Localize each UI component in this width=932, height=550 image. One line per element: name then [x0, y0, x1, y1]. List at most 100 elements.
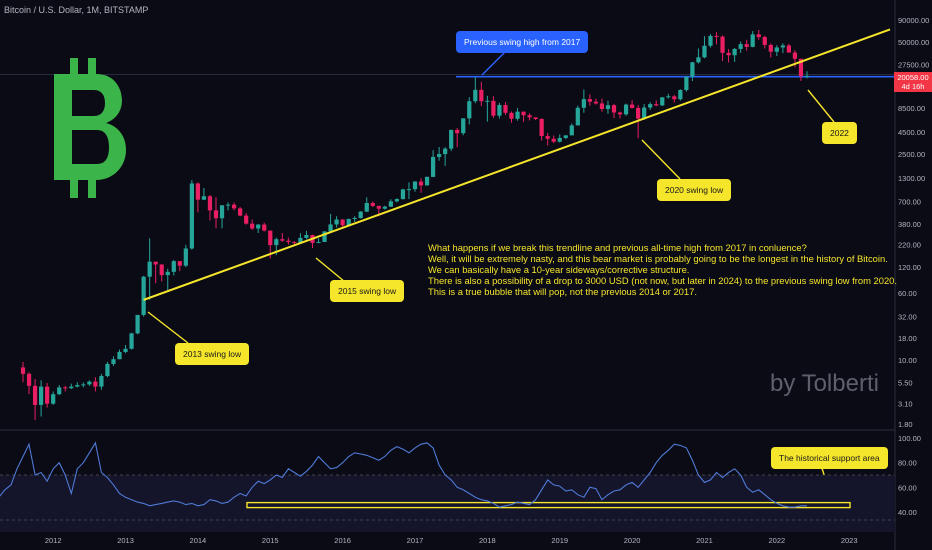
- trendline: [143, 28, 891, 301]
- candle-body: [617, 112, 623, 115]
- rsi-tick-label: 100.00: [898, 434, 921, 443]
- candle-body: [449, 129, 454, 149]
- x-tick-label: 2014: [190, 536, 207, 545]
- candle-body: [437, 154, 442, 157]
- y-tick-label: 120.00: [898, 263, 921, 272]
- candle-body: [792, 52, 798, 59]
- current-price-tag: 20058.00 4d 16h: [894, 72, 932, 92]
- x-tick-label: 2022: [768, 536, 785, 545]
- candle-body: [99, 376, 104, 387]
- candle-body: [768, 44, 773, 52]
- candle-body: [720, 36, 725, 53]
- candle-body: [774, 47, 779, 52]
- candle-body: [557, 137, 562, 142]
- candle-body: [87, 381, 92, 385]
- y-tick-label: 60.00: [898, 289, 917, 298]
- candle-body: [418, 181, 424, 186]
- candle-body: [370, 202, 375, 206]
- candle-body: [497, 104, 502, 116]
- callout-swing-2015: 2015 swing low: [330, 280, 405, 302]
- x-tick-label: 2016: [334, 536, 351, 545]
- candle-body: [443, 148, 448, 155]
- x-tick-label: 2021: [696, 536, 713, 545]
- note-line: Well, it will be extremely nasty, and th…: [428, 253, 888, 264]
- candle-body: [696, 57, 701, 63]
- candle-body: [756, 34, 761, 38]
- candle-body: [660, 97, 665, 106]
- callout-swing-2017: Previous swing high from 2017: [456, 31, 589, 53]
- candle-body: [135, 314, 140, 334]
- candle-body: [32, 385, 38, 405]
- y-tick-label: 700.00: [898, 197, 921, 206]
- callout-2022: 2022: [822, 122, 857, 144]
- candle-body: [256, 224, 261, 229]
- candle-body: [207, 196, 213, 211]
- candle-body: [171, 261, 176, 272]
- x-tick-label: 2017: [407, 536, 424, 545]
- rsi-line: [0, 441, 807, 508]
- candle-body: [515, 111, 520, 119]
- y-tick-label: 90000.00: [898, 16, 929, 25]
- candle-body: [654, 104, 659, 106]
- candle-body: [111, 359, 116, 364]
- x-tick-label: 2020: [624, 536, 641, 545]
- candle-body: [322, 231, 327, 242]
- candle-body: [195, 183, 201, 200]
- candle-body: [744, 44, 749, 47]
- candle-body: [117, 351, 122, 360]
- candle-body: [93, 381, 98, 387]
- candle-body: [286, 240, 291, 242]
- x-tick-label: 2023: [841, 536, 858, 545]
- candle-body: [636, 107, 641, 119]
- rsi-tick-label: 80.00: [898, 459, 917, 468]
- candle-body: [268, 230, 273, 246]
- candle-body: [147, 261, 152, 277]
- candle-body: [250, 223, 255, 229]
- candle-body: [400, 189, 406, 200]
- candle-body: [364, 202, 369, 212]
- y-tick-label: 18.00: [898, 334, 917, 343]
- candle-body: [75, 385, 80, 387]
- candle-body: [141, 276, 146, 315]
- candle-body: [714, 35, 719, 37]
- candle-body: [599, 103, 605, 109]
- y-tick-label: 220.00: [898, 241, 921, 250]
- candle-body: [424, 176, 430, 186]
- candle-body: [750, 34, 755, 47]
- candle-body: [177, 261, 182, 266]
- candle-body: [467, 101, 472, 119]
- y-tick-label: 8500.00: [898, 104, 925, 113]
- candle-body: [105, 363, 110, 377]
- candle-body: [551, 138, 556, 142]
- candle-body: [328, 224, 333, 232]
- candle-body: [225, 204, 231, 206]
- candle-body: [666, 96, 671, 98]
- candle-body: [274, 239, 279, 246]
- y-tick-label: 380.00: [898, 220, 921, 229]
- x-tick-label: 2012: [45, 536, 62, 545]
- candle-body: [461, 118, 466, 134]
- candle-body: [804, 76, 810, 78]
- callout-pointer: [641, 139, 681, 180]
- candle-body: [388, 201, 393, 207]
- callout-pointer: [315, 257, 346, 283]
- callout-swing-2020: 2020 swing low: [657, 179, 732, 201]
- candle-body: [63, 387, 68, 389]
- candle-body: [672, 96, 677, 100]
- author-watermark: by Tolberti: [770, 370, 879, 397]
- candle-body: [316, 241, 321, 243]
- candle-body: [51, 394, 56, 404]
- candle-body: [69, 386, 74, 389]
- candle-body: [702, 45, 707, 58]
- candle-body: [201, 196, 207, 200]
- y-tick-label: 1300.00: [898, 174, 925, 183]
- candle-body: [57, 387, 62, 395]
- y-tick-label: 10.00: [898, 356, 917, 365]
- candle-body: [684, 76, 689, 91]
- candle-body: [678, 90, 683, 100]
- candle-body: [527, 115, 532, 118]
- candle-body: [340, 219, 345, 226]
- candle-body: [334, 219, 339, 225]
- candle-body: [569, 125, 574, 136]
